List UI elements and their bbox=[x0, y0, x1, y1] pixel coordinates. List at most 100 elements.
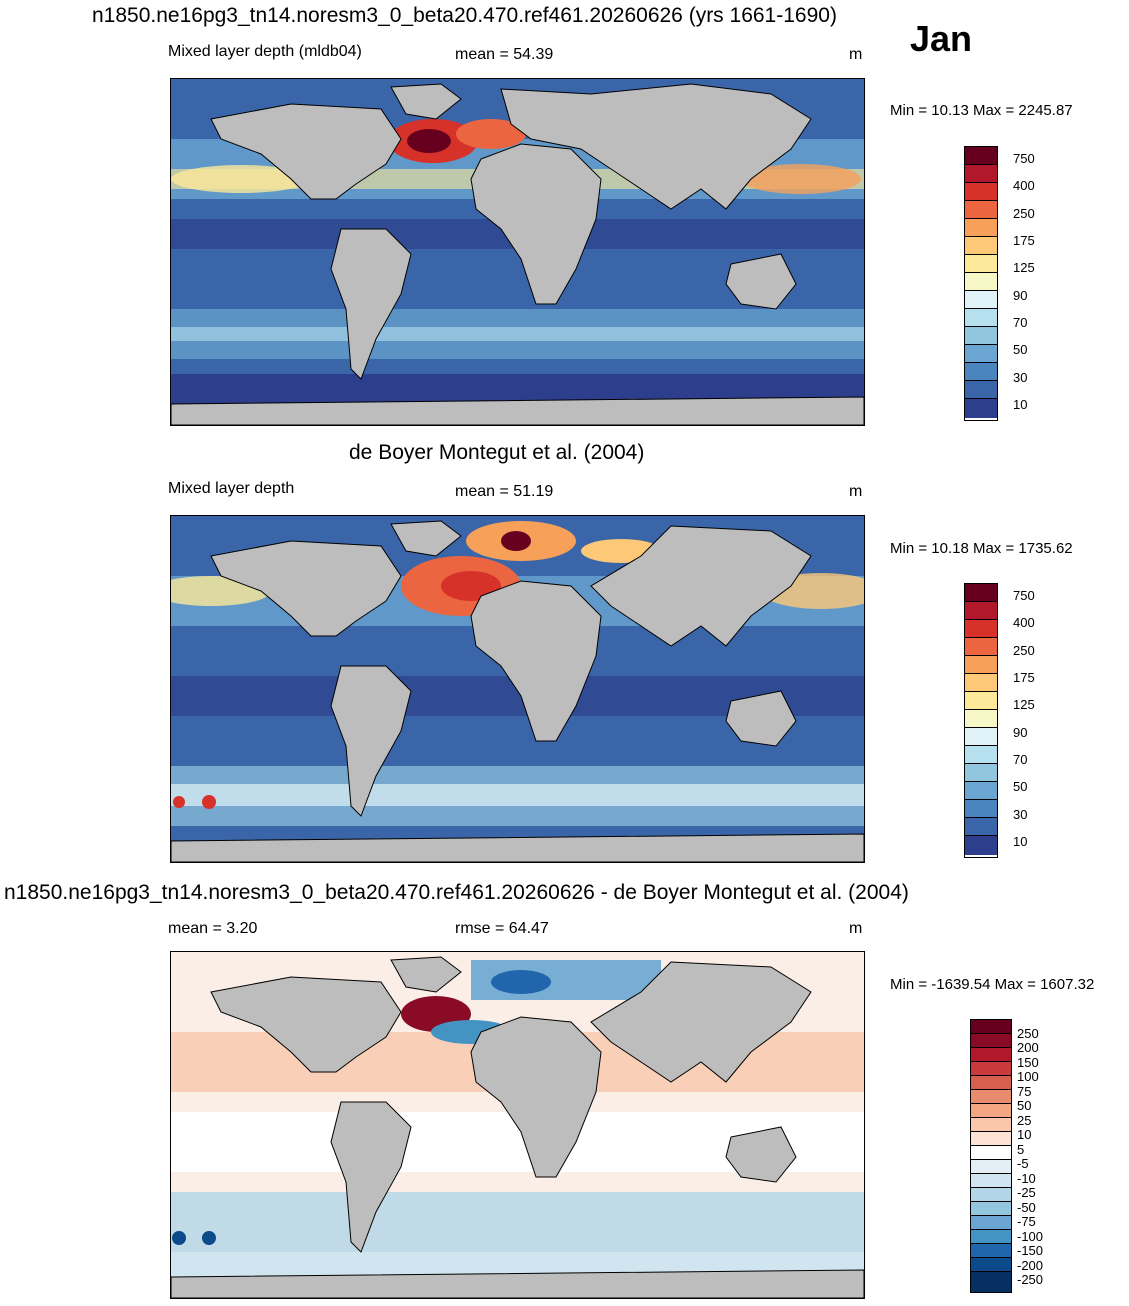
panel3-rmse-label: rmse = 64.47 bbox=[455, 920, 549, 937]
panel3-title: n1850.ne16pg3_tn14.noresm3_0_beta20.470.… bbox=[4, 881, 909, 904]
colorbar-swatch bbox=[965, 147, 997, 165]
colorbar-tick-label: 70 bbox=[1013, 752, 1028, 767]
colorbar-swatch bbox=[971, 1188, 1011, 1202]
colorbar-swatch bbox=[965, 602, 997, 620]
colorbar-tick-label: 125 bbox=[1013, 697, 1035, 712]
colorbar-swatch bbox=[965, 692, 997, 710]
panel2-colorbar bbox=[964, 583, 998, 858]
colorbar-swatch bbox=[971, 1216, 1011, 1230]
colorbar-swatch bbox=[971, 1272, 1011, 1292]
panel1-variable-label: Mixed layer depth (mldb04) bbox=[168, 43, 362, 60]
colorbar-swatch bbox=[965, 327, 997, 345]
month-label: Jan bbox=[910, 18, 973, 59]
colorbar-tick-label: 25 bbox=[1017, 1113, 1032, 1128]
panel1-colorbar bbox=[964, 146, 998, 421]
colorbar-tick-label: 200 bbox=[1017, 1040, 1039, 1055]
colorbar-swatch bbox=[965, 237, 997, 255]
colorbar-swatch bbox=[971, 1146, 1011, 1160]
colorbar-tick-label: 90 bbox=[1013, 725, 1028, 740]
colorbar-tick-label: -25 bbox=[1017, 1185, 1036, 1200]
colorbar-swatch bbox=[965, 764, 997, 782]
colorbar-swatch bbox=[965, 183, 997, 201]
colorbar-swatch bbox=[965, 674, 997, 692]
colorbar-tick-label: 50 bbox=[1013, 342, 1028, 357]
colorbar-swatch bbox=[971, 1258, 1011, 1272]
colorbar-swatch bbox=[965, 656, 997, 674]
colorbar-tick-label: -100 bbox=[1017, 1229, 1044, 1244]
colorbar-tick-label: 100 bbox=[1017, 1069, 1039, 1084]
colorbar-tick-label: 10 bbox=[1013, 397, 1028, 412]
colorbar-tick-label: -50 bbox=[1017, 1200, 1036, 1215]
colorbar-swatch bbox=[965, 638, 997, 656]
colorbar-swatch bbox=[971, 1062, 1011, 1076]
colorbar-tick-label: 175 bbox=[1013, 233, 1035, 248]
colorbar-swatch bbox=[971, 1048, 1011, 1062]
colorbar-tick-label: -200 bbox=[1017, 1258, 1044, 1273]
colorbar-swatch bbox=[965, 710, 997, 728]
colorbar-tick-label: 400 bbox=[1013, 615, 1035, 630]
panel3-mean-label: mean = 3.20 bbox=[168, 920, 258, 937]
colorbar-swatch bbox=[965, 165, 997, 183]
panel1-map bbox=[170, 78, 865, 426]
colorbar-swatch bbox=[971, 1090, 1011, 1104]
colorbar-swatch bbox=[971, 1244, 1011, 1258]
colorbar-tick-label: 50 bbox=[1017, 1098, 1032, 1113]
colorbar-swatch bbox=[971, 1202, 1011, 1216]
colorbar-swatch bbox=[971, 1230, 1011, 1244]
colorbar-swatch bbox=[965, 399, 997, 418]
panel2-title: de Boyer Montegut et al. (2004) bbox=[349, 441, 645, 464]
colorbar-tick-label: 30 bbox=[1013, 370, 1028, 385]
colorbar-tick-label: -150 bbox=[1017, 1243, 1044, 1258]
colorbar-swatch bbox=[965, 219, 997, 237]
colorbar-swatch bbox=[965, 782, 997, 800]
panel2-map bbox=[170, 515, 865, 863]
colorbar-swatch bbox=[965, 620, 997, 638]
colorbar-swatch bbox=[965, 381, 997, 399]
panel2-variable-label: Mixed layer depth bbox=[168, 480, 295, 497]
colorbar-swatch bbox=[971, 1104, 1011, 1118]
colorbar-tick-label: 10 bbox=[1013, 834, 1028, 849]
panel3-colorbar bbox=[970, 1019, 1012, 1293]
colorbar-swatch bbox=[965, 201, 997, 219]
panel3-units-label: m bbox=[849, 920, 863, 937]
panel3-map-graphic bbox=[171, 952, 864, 1298]
colorbar-swatch bbox=[971, 1034, 1011, 1048]
colorbar-swatch bbox=[965, 273, 997, 291]
colorbar-swatch bbox=[971, 1174, 1011, 1188]
colorbar-swatch bbox=[965, 818, 997, 836]
main-title: n1850.ne16pg3_tn14.noresm3_0_beta20.470.… bbox=[92, 4, 837, 27]
colorbar-tick-label: -5 bbox=[1017, 1156, 1029, 1171]
colorbar-swatch bbox=[965, 345, 997, 363]
panel2-mean-label: mean = 51.19 bbox=[455, 483, 554, 500]
panel2-minmax-label: Min = 10.18 Max = 1735.62 bbox=[890, 540, 1073, 557]
colorbar-swatch bbox=[965, 836, 997, 855]
colorbar-tick-label: 10 bbox=[1017, 1127, 1032, 1142]
panel2-map-graphic bbox=[171, 516, 864, 862]
colorbar-swatch bbox=[965, 728, 997, 746]
colorbar-tick-label: 50 bbox=[1013, 779, 1028, 794]
colorbar-swatch bbox=[965, 255, 997, 273]
colorbar-tick-label: -10 bbox=[1017, 1171, 1036, 1186]
colorbar-tick-label: 5 bbox=[1017, 1142, 1025, 1157]
colorbar-swatch bbox=[965, 800, 997, 818]
panel1-units-label: m bbox=[849, 46, 863, 63]
colorbar-swatch bbox=[965, 746, 997, 764]
colorbar-tick-label: 750 bbox=[1013, 588, 1035, 603]
colorbar-tick-label: 75 bbox=[1017, 1084, 1032, 1099]
colorbar-tick-label: 250 bbox=[1013, 643, 1035, 658]
colorbar-swatch bbox=[971, 1076, 1011, 1090]
colorbar-tick-label: 150 bbox=[1017, 1055, 1039, 1070]
colorbar-swatch bbox=[971, 1132, 1011, 1146]
colorbar-swatch bbox=[971, 1160, 1011, 1174]
colorbar-tick-label: 250 bbox=[1017, 1026, 1039, 1041]
colorbar-swatch bbox=[971, 1118, 1011, 1132]
panel1-mean-label: mean = 54.39 bbox=[455, 46, 554, 63]
colorbar-tick-label: -250 bbox=[1017, 1272, 1044, 1287]
colorbar-swatch bbox=[965, 291, 997, 309]
colorbar-tick-label: 30 bbox=[1013, 807, 1028, 822]
colorbar-tick-label: 175 bbox=[1013, 670, 1035, 685]
colorbar-tick-label: 400 bbox=[1013, 178, 1035, 193]
panel1-map-graphic bbox=[171, 79, 864, 425]
colorbar-swatch bbox=[965, 363, 997, 381]
colorbar-tick-label: 250 bbox=[1013, 206, 1035, 221]
